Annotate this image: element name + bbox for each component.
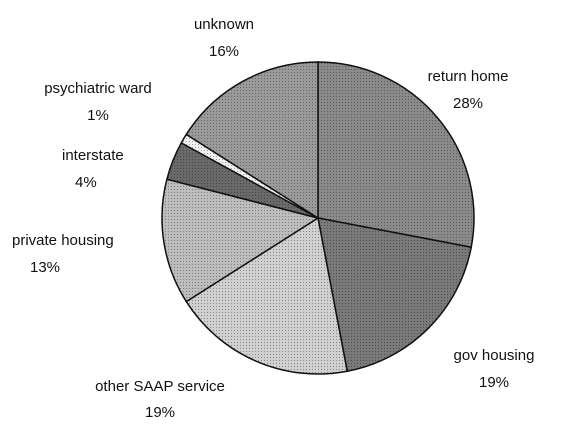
slice-value-label: 28% <box>453 95 483 112</box>
slice-value-label: 13% <box>30 259 60 276</box>
slice-label: private housing <box>12 232 114 249</box>
slice-texture <box>186 62 318 218</box>
slice-texture <box>166 142 318 218</box>
slice-value-label: 19% <box>479 374 509 391</box>
slice-value-label: 4% <box>75 174 97 191</box>
slice-texture <box>186 218 348 374</box>
slice-label: other SAAP service <box>95 378 225 395</box>
slice-value-label: 16% <box>209 43 239 60</box>
slice-label: unknown <box>194 16 254 33</box>
slice-label: interstate <box>62 147 124 164</box>
slice-label: psychiatric ward <box>44 80 152 97</box>
slice-value-label: 1% <box>87 107 109 124</box>
slice-value-label: 19% <box>145 404 175 421</box>
slice-texture <box>318 62 475 248</box>
slice-label: return home <box>428 68 509 85</box>
slice-label: gov housing <box>454 347 535 364</box>
slice-texture <box>162 179 318 302</box>
slice-texture <box>318 218 472 372</box>
